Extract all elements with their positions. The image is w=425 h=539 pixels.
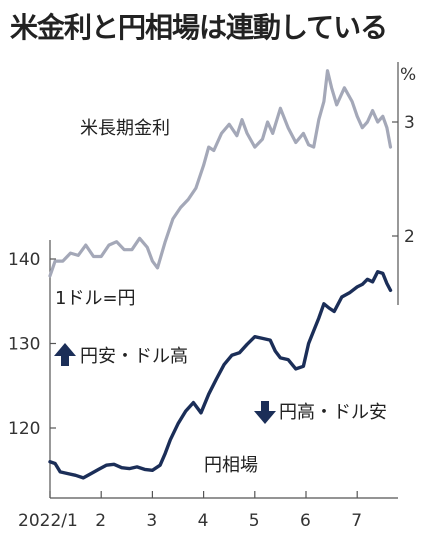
x-tick-label: 7 [351, 511, 362, 531]
series-label-rate: 米長期金利 [80, 118, 170, 139]
strong-yen-label: 円高・ドル安 [279, 402, 387, 423]
series-line-rate [48, 69, 393, 278]
up-arrow-icon [54, 343, 76, 366]
x-tick-label: 4 [198, 511, 209, 531]
y-tick-label-left: 120 [8, 419, 40, 439]
x-tick-label: 5 [249, 511, 260, 531]
x-tick-label: 3 [146, 511, 157, 531]
x-tick-label: 6 [300, 511, 311, 531]
down-arrow-icon [254, 401, 276, 424]
y-tick-label-left: 140 [8, 250, 40, 270]
right-axis-unit: % [400, 65, 416, 85]
unit-label: 1ドル=円 [55, 288, 136, 309]
series-line-yen [48, 270, 393, 480]
series-label-yen: 円相場 [204, 455, 258, 476]
y-tick-label-right: 2 [404, 227, 415, 247]
x-tick-label: 2022/1 [18, 511, 78, 531]
annotations: 米長期金利 1ドル=円 円安・ドル高 円高・ドル安 円相場 [54, 118, 387, 476]
x-tick-label: 2 [95, 511, 106, 531]
series-lines [48, 69, 393, 480]
chart-title: 米金利と円相場は連動している [10, 11, 388, 44]
y-tick-label-left: 130 [8, 335, 40, 355]
weak-yen-label: 円安・ドル高 [80, 346, 188, 367]
y-tick-label-right: 3 [404, 113, 415, 133]
axes [49, 62, 399, 499]
tick-labels: 2022/1 2 3 4 5 6 7 140 130 120 3 2% [8, 65, 416, 531]
